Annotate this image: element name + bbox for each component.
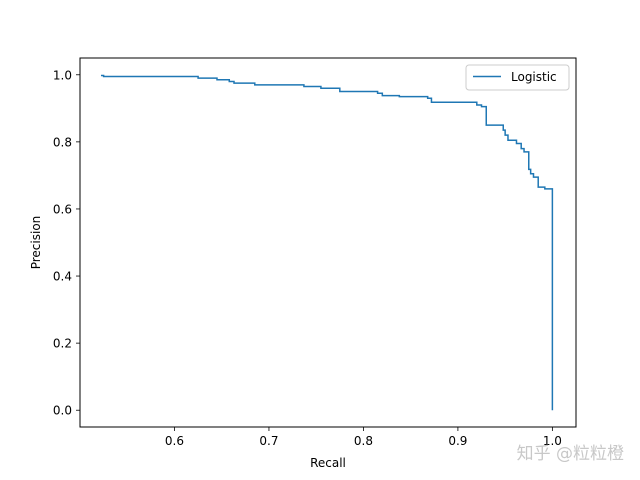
y-tick-label: 0.2 (53, 337, 72, 351)
y-tick-label: 0.0 (53, 404, 72, 418)
y-axis-label: Precision (29, 216, 43, 270)
series-line-logistic (102, 75, 553, 410)
y-tick-label: 0.6 (53, 202, 72, 216)
x-tick-label: 0.9 (448, 434, 467, 448)
plot-area (102, 75, 553, 410)
legend-label-logistic: Logistic (511, 70, 557, 84)
x-tick-label: 0.7 (259, 434, 278, 448)
legend: Logistic (466, 65, 569, 90)
x-axis-label: Recall (310, 456, 346, 470)
x-tick-label: 0.6 (165, 434, 184, 448)
watermark-text: 知乎 @粒粒橙 (517, 439, 624, 464)
y-tick-label: 1.0 (53, 68, 72, 82)
y-axis-ticks: 0.0 0.2 0.4 0.6 0.8 1.0 (53, 68, 80, 417)
y-tick-label: 0.4 (53, 270, 72, 284)
x-tick-label: 0.8 (354, 434, 373, 448)
y-tick-label: 0.8 (53, 135, 72, 149)
x-axis-ticks: 0.6 0.7 0.8 0.9 1.0 (165, 427, 562, 448)
axes-frame (80, 58, 576, 427)
